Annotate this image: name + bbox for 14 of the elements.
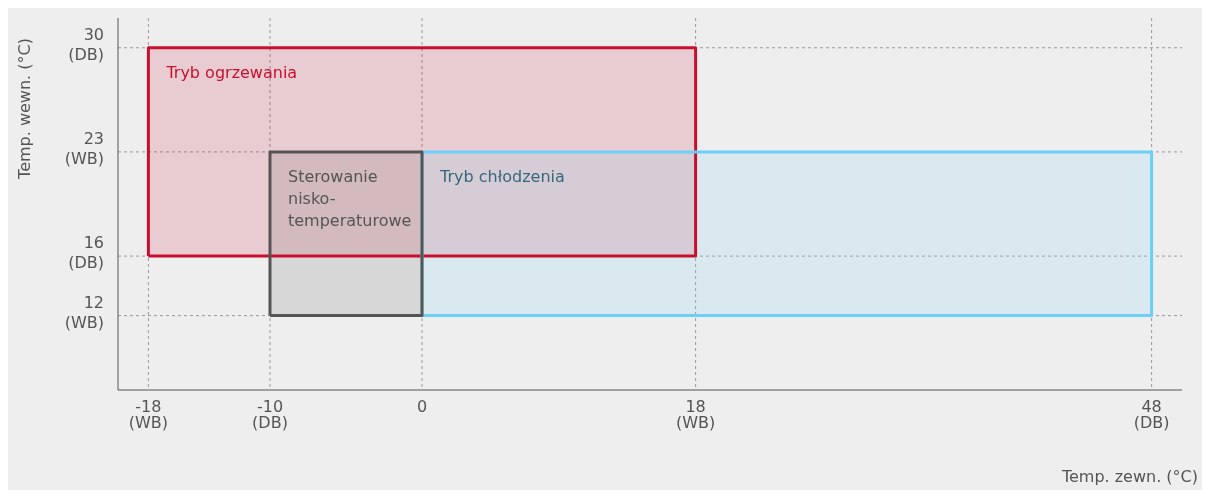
y-axis-title: Temp. wewn. (°C): [14, 37, 34, 179]
y-tick-label: 23 (WB): [64, 128, 104, 168]
x-axis-title: Temp. zewn. (°C): [1061, 467, 1198, 486]
series-label: Sterowanie nisko-temperaturowe: [288, 166, 412, 230]
x-tick-label: -10 (DB): [252, 397, 288, 432]
y-tick-label: 30 (DB): [68, 24, 104, 64]
y-tick-label: 12 (WB): [64, 292, 104, 332]
x-tick-label: -18 (WB): [128, 397, 169, 432]
series-label: Tryb chłodzenia: [439, 166, 565, 186]
x-tick-label: 18 (WB): [675, 397, 716, 432]
x-tick-label: 0: [416, 397, 428, 416]
x-tick-label: 48 (DB): [1133, 397, 1170, 432]
series-label: Tryb ogrzewania: [165, 62, 298, 82]
y-tick-label: 16 (DB): [68, 233, 104, 273]
